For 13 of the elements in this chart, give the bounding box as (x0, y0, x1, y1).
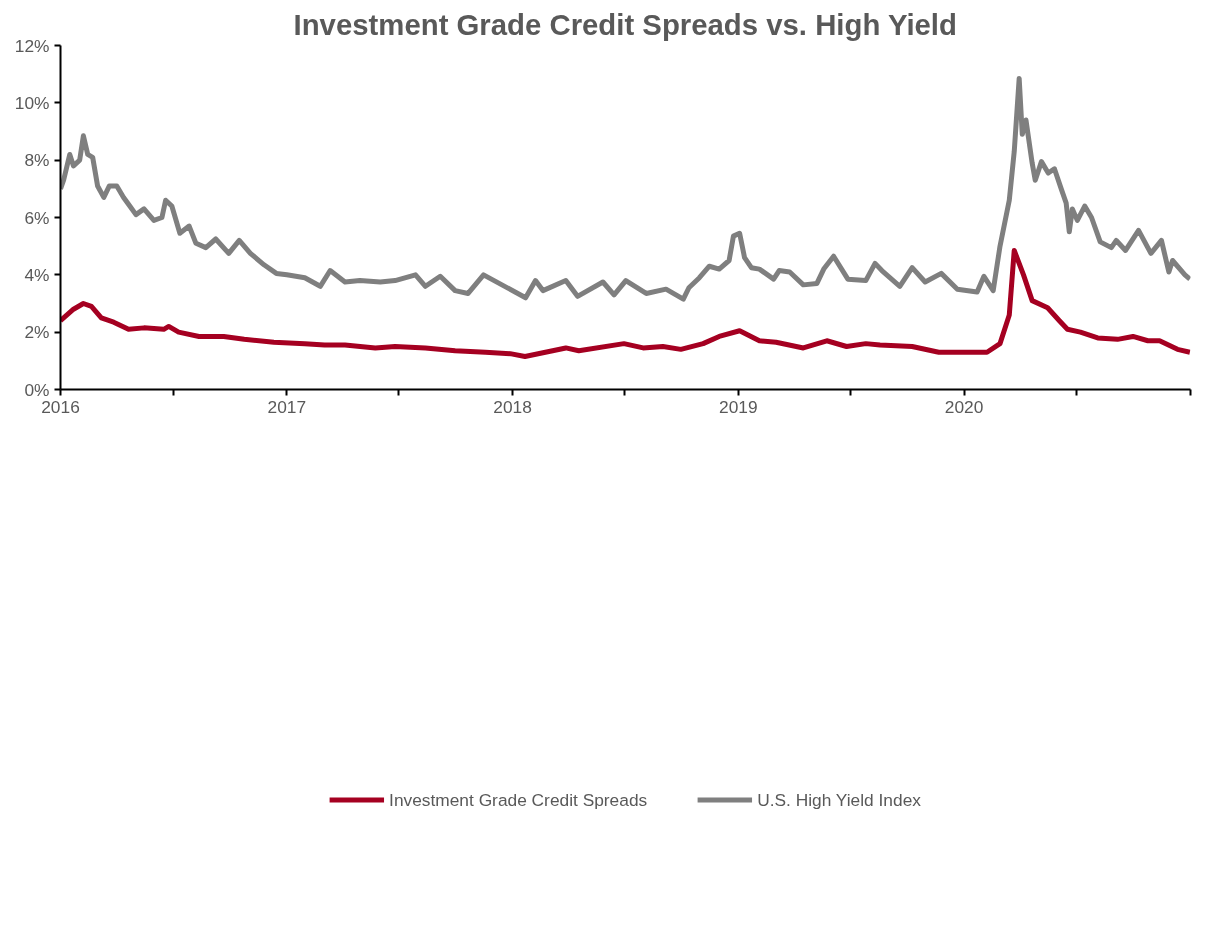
x-tick-label: 2019 (719, 396, 758, 417)
x-tick-label: 2017 (267, 396, 307, 417)
y-tick-label: 6% (24, 207, 50, 228)
y-tick-label: 8% (24, 150, 50, 171)
chart-title: Investment Grade Credit Spreads vs. High Yield (293, 7, 957, 41)
x-tick-label: 2018 (493, 396, 532, 417)
x-tick-label: 2020 (944, 396, 984, 417)
y-tick-label: 10% (14, 92, 50, 113)
legend-label: Investment Grade Credit Spreads (389, 789, 648, 811)
y-tick-label: 4% (24, 264, 50, 285)
legend-label: U.S. High Yield Index (757, 789, 921, 811)
y-tick-label: 2% (24, 322, 50, 343)
y-tick-label: 12% (14, 35, 50, 56)
